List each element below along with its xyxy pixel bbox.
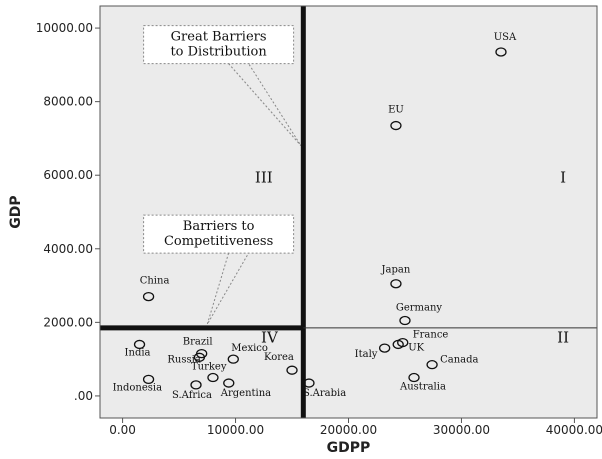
- data-point: China: [140, 276, 170, 302]
- callout-text: to Distribution: [170, 45, 267, 60]
- point-label: S.Africa: [172, 390, 212, 401]
- point-marker: [286, 365, 298, 375]
- quadrant-dividers: [100, 6, 597, 418]
- point-label: China: [140, 276, 170, 287]
- y-axis-title: GDP: [8, 195, 24, 228]
- quadrant-label: II: [557, 329, 569, 347]
- data-point: Japan: [381, 265, 411, 289]
- data-points: USA EU Japan Germany China India Brazil Russia M…: [113, 32, 517, 401]
- data-point: Russia: [167, 352, 206, 365]
- data-point: S.Africa: [172, 380, 212, 401]
- y-tick-label: .00: [74, 389, 93, 403]
- plot-background: [100, 6, 597, 418]
- point-marker: [390, 120, 402, 131]
- point-marker: [207, 372, 219, 383]
- point-label: Germany: [396, 303, 443, 314]
- x-axis-ticks: 0.00 10000.00 20000.00 30000.00 40000.00: [109, 418, 602, 437]
- data-point: France: [397, 330, 449, 348]
- data-point: Turkey: [191, 362, 227, 383]
- point-label: Turkey: [191, 362, 227, 373]
- point-label: India: [125, 347, 151, 358]
- point-marker: [223, 378, 235, 388]
- data-point: Canada: [426, 355, 479, 370]
- point-marker: [408, 372, 420, 383]
- x-tick-label: 0.00: [109, 423, 136, 437]
- y-axis-ticks: .00 2000.00 4000.00 6000.00 8000.00 10000.00: [36, 21, 100, 403]
- point-label: USA: [494, 32, 517, 43]
- data-point: S.Arabia: [303, 378, 346, 399]
- callout-text: Great Barriers: [171, 30, 267, 45]
- data-point: Mexico: [227, 343, 268, 364]
- y-tick-label: 2000.00: [43, 315, 93, 329]
- callout-box: [143, 214, 295, 254]
- point-label: Italy: [355, 349, 378, 360]
- point-marker: [397, 337, 409, 348]
- x-tick-label: 40000.00: [546, 423, 602, 437]
- data-point: Italy: [355, 343, 391, 360]
- point-marker: [378, 343, 391, 353]
- point-label: Indonesia: [113, 382, 163, 393]
- point-marker: [390, 279, 402, 289]
- point-marker: [142, 291, 155, 302]
- point-marker: [399, 315, 411, 326]
- data-point: Indonesia: [113, 374, 163, 393]
- y-tick-label: 4000.00: [43, 242, 93, 256]
- point-marker: [190, 380, 202, 390]
- callout-text: Competitiveness: [164, 234, 273, 249]
- data-point: Germany: [396, 303, 443, 326]
- point-marker: [142, 374, 155, 385]
- point-label: France: [413, 330, 449, 341]
- quadrant-label: I: [560, 169, 566, 187]
- point-marker: [193, 352, 206, 362]
- point-label: Australia: [399, 382, 446, 393]
- callout-box: [143, 25, 295, 65]
- quadrant-label: IV: [261, 329, 279, 347]
- point-label: Korea: [264, 352, 294, 363]
- point-label: EU: [388, 105, 404, 116]
- point-marker: [495, 47, 507, 57]
- point-label: Brazil: [183, 337, 213, 348]
- point-label: Canada: [440, 355, 478, 366]
- y-tick-label: 10000.00: [36, 21, 93, 35]
- data-point: USA: [494, 32, 517, 57]
- y-tick-label: 8000.00: [43, 95, 93, 109]
- data-point: EU: [388, 105, 404, 131]
- x-axis-title: GDPP: [327, 440, 371, 456]
- quadrant-label: III: [255, 169, 273, 187]
- x-tick-label: 30000.00: [433, 423, 490, 437]
- data-point: Argentina: [220, 378, 271, 399]
- data-point: India: [125, 339, 151, 358]
- point-label: Russia: [167, 354, 200, 365]
- point-label: S.Arabia: [303, 388, 346, 399]
- data-point: Australia: [399, 372, 446, 393]
- point-label: Japan: [381, 265, 411, 276]
- callout-pointer: [206, 252, 250, 325]
- point-label: UK: [408, 342, 424, 353]
- point-marker: [227, 354, 239, 364]
- point-marker: [303, 378, 315, 388]
- point-marker: [133, 339, 146, 350]
- x-tick-label: 10000.00: [207, 423, 264, 437]
- point-label: Mexico: [231, 343, 268, 354]
- x-tick-label: 20000.00: [320, 423, 377, 437]
- callout-text: Barriers to: [183, 219, 255, 234]
- data-point: Korea: [264, 352, 298, 375]
- point-label: Argentina: [220, 388, 271, 399]
- point-marker: [426, 360, 438, 370]
- y-tick-label: 6000.00: [43, 168, 93, 182]
